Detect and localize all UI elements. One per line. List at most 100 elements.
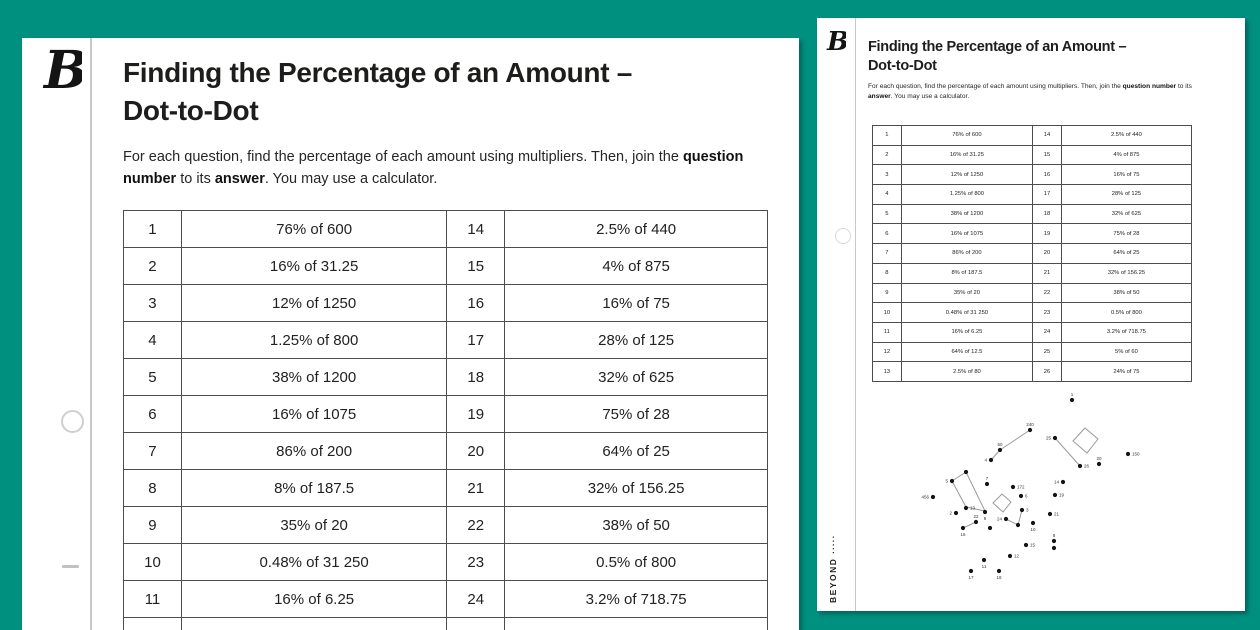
instructions-text: For each question, find the percentage o… <box>868 82 1203 101</box>
question-number-cell: 6 <box>872 223 902 245</box>
question-number-cell: 7 <box>872 243 902 264</box>
puzzle-dot-label: 456 <box>921 495 929 500</box>
table-row: 1 76% of 600 14 2.5% of 440 <box>872 125 1193 146</box>
puzzle-dot <box>963 505 969 511</box>
table-row: 3 12% of 1250 16 16% of 75 <box>123 284 768 322</box>
margin-rule <box>855 18 856 611</box>
puzzle-connection-line <box>999 429 1031 451</box>
instruction-segment: For each question, find the percentage o… <box>123 149 683 165</box>
table-row: 8 8% of 187.5 21 32% of 156.25 <box>123 469 768 507</box>
table-row: 4 1.25% of 800 17 28% of 125 <box>123 321 768 359</box>
question-number-cell: 20 <box>446 432 506 470</box>
question-number-cell: 19 <box>446 395 506 433</box>
question-number-cell: 19 <box>1032 223 1062 245</box>
puzzle-dot <box>1060 479 1066 485</box>
puzzle-dot-label: 18 <box>996 575 1002 580</box>
question-cell: 35% of 20 <box>900 282 1034 304</box>
question-cell: 75% of 28 <box>504 395 768 433</box>
table-row: 9 35% of 20 22 38% of 50 <box>123 506 768 544</box>
puzzle-dot-label: 9 <box>984 516 987 521</box>
question-number-cell: 11 <box>872 321 902 343</box>
table-row: 7 86% of 200 20 64% of 25 <box>872 243 1193 264</box>
question-number-cell: 24 <box>1032 321 1062 343</box>
question-cell: 16% of 1075 <box>180 395 448 433</box>
question-number-cell: 3 <box>872 164 902 186</box>
question-number-cell: 23 <box>1032 302 1062 323</box>
question-number-cell: 5 <box>872 203 902 225</box>
question-number-cell: 10 <box>872 302 902 323</box>
question-cell: 16% of 75 <box>1060 164 1193 186</box>
instruction-segment: to its <box>1176 83 1192 90</box>
puzzle-dot <box>1125 451 1131 457</box>
margin-rule <box>90 38 92 630</box>
question-cell: 64% of 25 <box>504 432 768 470</box>
question-number-cell: 3 <box>123 284 182 322</box>
puzzle-shape-outline <box>1072 427 1099 454</box>
question-cell: 8% of 187.5 <box>180 469 448 507</box>
question-number-cell: 25 <box>1032 341 1062 363</box>
questions-table: 1 76% of 600 14 2.5% of 440 2 16% of 31.25 15 4… <box>123 210 768 630</box>
question-cell: 86% of 200 <box>180 432 448 470</box>
question-cell: 16% of 6.25 <box>900 321 1034 343</box>
puzzle-dot <box>1003 516 1009 522</box>
puzzle-dot-label: 22 <box>973 514 979 519</box>
table-row: 4 1.25% of 800 17 28% of 125 <box>872 184 1193 205</box>
puzzle-dot-label: 25 <box>1046 436 1052 441</box>
puzzle-dot-label: 1 <box>1071 392 1074 397</box>
title-line-1: Finding the Percentage of an Amount – <box>868 39 1127 55</box>
question-cell: 3.2% of 718.75 <box>504 580 768 618</box>
puzzle-dot <box>973 519 979 525</box>
question-cell: 32% of 156.25 <box>504 469 768 507</box>
question-cell: 64% of 12.5 <box>180 617 448 630</box>
question-number-cell: 5 <box>123 358 182 396</box>
instructions-text: For each question, find the percentage o… <box>123 146 773 190</box>
puzzle-dot <box>982 509 988 515</box>
puzzle-dot-label: 19 <box>1059 493 1065 498</box>
question-cell: 16% of 1075 <box>900 223 1034 245</box>
question-cell: 16% of 31.25 <box>900 144 1034 166</box>
puzzle-dot <box>1096 461 1102 467</box>
question-number-cell: 18 <box>1032 203 1062 225</box>
puzzle-connection-line <box>1005 518 1019 526</box>
instruction-bold-question-number: question number <box>1122 83 1177 90</box>
worksheet-page-small: B Finding the Percentage of an Amount – D… <box>817 18 1245 611</box>
puzzle-dot-label: 11 <box>982 564 987 569</box>
table-row: 5 38% of 1200 18 32% of 625 <box>123 358 768 396</box>
puzzle-dot <box>1027 427 1033 433</box>
puzzle-dot <box>968 568 974 574</box>
puzzle-dot-label: 17 <box>968 575 974 580</box>
punch-guide-mark <box>62 565 79 568</box>
puzzle-dot <box>1019 507 1025 513</box>
puzzle-dot <box>997 447 1003 453</box>
puzzle-dot-label: 15 <box>1030 543 1036 548</box>
puzzle-dot <box>984 481 990 487</box>
question-number-cell: 18 <box>446 358 506 396</box>
puzzle-dot <box>1015 522 1021 528</box>
table-row: 11 16% of 6.25 24 3.2% of 718.75 <box>872 321 1193 343</box>
puzzle-dot <box>1010 484 1016 490</box>
table-row: 3 12% of 1250 16 16% of 75 <box>872 164 1193 186</box>
question-cell: 1.25% of 800 <box>180 321 448 359</box>
puzzle-dot <box>1030 520 1036 526</box>
question-number-cell: 9 <box>123 506 182 544</box>
question-number-cell: 9 <box>872 282 902 304</box>
question-cell: 64% of 25 <box>1060 243 1193 264</box>
question-number-cell: 13 <box>872 361 902 382</box>
instruction-bold-answer: answer <box>214 171 265 187</box>
question-cell: 16% of 6.25 <box>180 580 448 618</box>
question-number-cell: 2 <box>123 247 182 285</box>
question-number-cell: 14 <box>446 210 506 248</box>
puzzle-dot <box>1052 492 1058 498</box>
puzzle-dot <box>1052 435 1058 441</box>
questions-table: 1 76% of 600 14 2.5% of 440 2 16% of 31.25 15 4… <box>872 125 1193 382</box>
puzzle-dot <box>953 510 959 516</box>
puzzle-dot <box>981 557 987 563</box>
puzzle-dot-label: 150 <box>1132 452 1140 457</box>
table-row: 1 76% of 600 14 2.5% of 440 <box>123 210 768 248</box>
question-number-cell: 8 <box>872 262 902 284</box>
question-number-cell: 16 <box>446 284 506 322</box>
title-line-1: Finding the Percentage of an Amount – <box>123 57 633 88</box>
puzzle-dot <box>988 457 994 463</box>
